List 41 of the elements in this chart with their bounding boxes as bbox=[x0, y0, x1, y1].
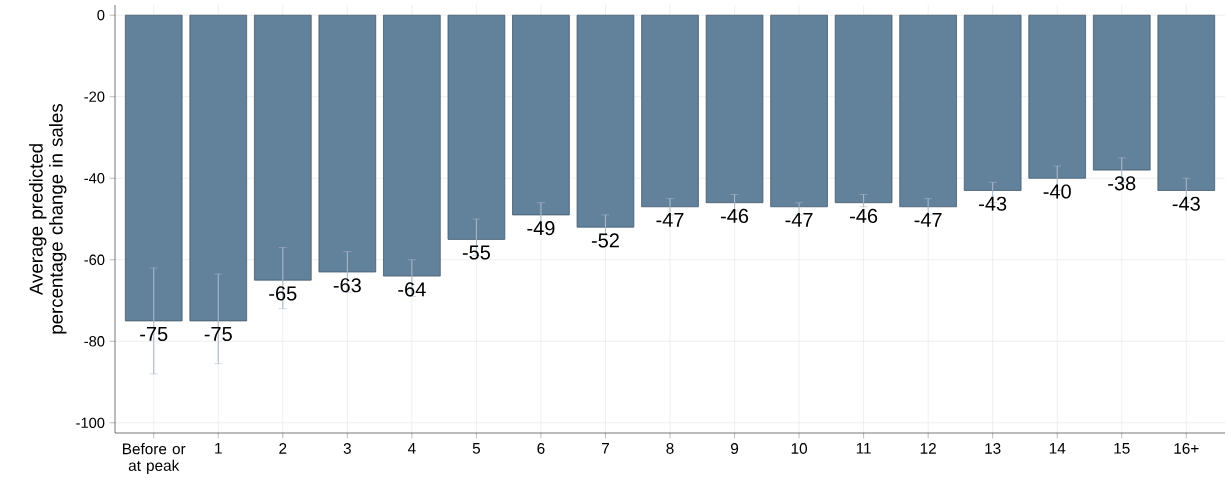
data-label: -46 bbox=[720, 208, 749, 224]
data-label: -55 bbox=[462, 245, 491, 260]
data-label: -43 bbox=[979, 196, 1007, 211]
y-tick-label: -100 bbox=[76, 417, 105, 429]
x-tick-label: 13 bbox=[985, 443, 1001, 454]
x-tick-label: 8 bbox=[666, 443, 674, 454]
data-label: -46 bbox=[850, 208, 878, 224]
data-label: -38 bbox=[1108, 176, 1136, 191]
x-tick-label: 5 bbox=[472, 443, 481, 454]
y-tick-label: 0 bbox=[97, 10, 105, 21]
y-tick-label: -40 bbox=[84, 173, 105, 184]
data-label: -40 bbox=[1043, 184, 1071, 199]
x-tick-label: 6 bbox=[537, 443, 545, 454]
x-tick-label: 3 bbox=[343, 443, 351, 454]
data-label: -47 bbox=[656, 212, 684, 227]
data-label: -64 bbox=[398, 282, 426, 297]
data-label: -47 bbox=[785, 212, 813, 227]
x-tick-label: 1 bbox=[215, 443, 222, 454]
x-tick-label: 11 bbox=[856, 443, 871, 454]
x-tick-label: 7 bbox=[602, 443, 609, 454]
y-axis-title: Average predicted percentage change in sales bbox=[29, 104, 67, 334]
y-tick-label: -80 bbox=[84, 336, 105, 347]
data-label: -65 bbox=[269, 286, 297, 301]
x-tick-label: Before or at peak bbox=[123, 443, 186, 474]
data-label: -63 bbox=[333, 278, 361, 293]
x-tick-label: 9 bbox=[730, 443, 739, 454]
x-tick-label: 14 bbox=[1049, 443, 1066, 454]
x-tick-label: 4 bbox=[407, 443, 416, 454]
y-tick-label: -20 bbox=[84, 91, 105, 102]
data-label: -43 bbox=[1172, 196, 1200, 211]
data-label: -52 bbox=[591, 233, 619, 248]
x-tick-label: 16+ bbox=[1174, 443, 1199, 454]
data-label: -47 bbox=[914, 212, 942, 227]
data-label: -49 bbox=[527, 221, 555, 236]
x-tick-label: 10 bbox=[791, 443, 807, 454]
y-tick-label: -60 bbox=[84, 254, 105, 265]
data-label: -75 bbox=[204, 327, 232, 342]
x-tick-label: 15 bbox=[1114, 443, 1130, 454]
data-label: -75 bbox=[140, 327, 168, 342]
x-tick-label: 12 bbox=[920, 443, 936, 454]
x-tick-label: 2 bbox=[279, 443, 287, 454]
